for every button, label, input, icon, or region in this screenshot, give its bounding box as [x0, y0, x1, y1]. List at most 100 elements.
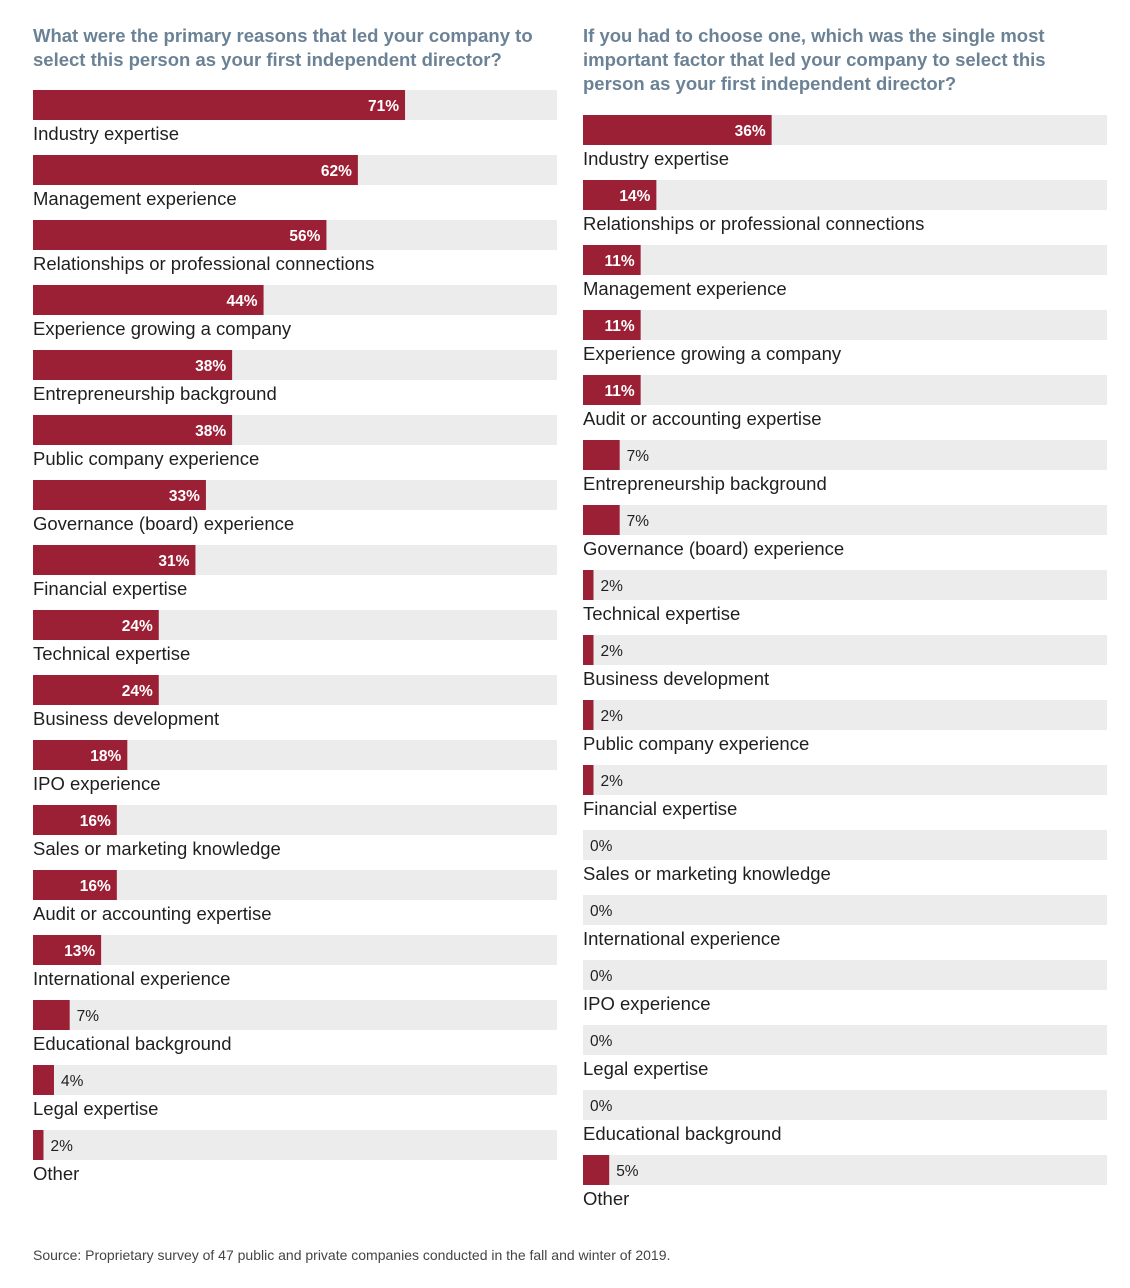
- bar-track: [583, 505, 1107, 535]
- data-label: 7%: [77, 1008, 100, 1025]
- data-label: 18%: [90, 748, 121, 765]
- bar: [33, 155, 358, 185]
- category-label: Other: [583, 1188, 629, 1209]
- bar: [33, 805, 117, 835]
- category-label: Educational background: [583, 1123, 782, 1144]
- data-label: 36%: [735, 123, 766, 140]
- bar-track: [583, 570, 1107, 600]
- bar: [33, 90, 406, 120]
- data-label: 24%: [122, 683, 153, 700]
- data-label: 2%: [600, 773, 623, 790]
- bar: [33, 1000, 70, 1030]
- category-label: Legal expertise: [33, 1098, 158, 1119]
- bar: [33, 610, 159, 640]
- data-label: 62%: [321, 163, 352, 180]
- category-label: Public company experience: [583, 733, 809, 754]
- bar-track: [583, 700, 1107, 730]
- data-label: 4%: [61, 1073, 84, 1090]
- bar: [33, 935, 102, 965]
- bar: [33, 480, 206, 510]
- data-label: 44%: [227, 293, 258, 310]
- data-label: 11%: [604, 253, 634, 270]
- bar-row: 0% International experience: [583, 895, 1107, 949]
- data-label: 14%: [619, 188, 650, 205]
- bar-row: 16% Audit or accounting expertise: [33, 870, 557, 924]
- bar-row: 16% Sales or marketing knowledge: [33, 805, 557, 859]
- bar-track: [33, 1130, 557, 1160]
- data-label: 33%: [169, 488, 200, 505]
- bar-row: 33% Governance (board) experience: [33, 480, 557, 534]
- bar-row: 7% Governance (board) experience: [583, 505, 1107, 559]
- bar: [33, 1130, 44, 1160]
- category-label: Management experience: [583, 278, 787, 299]
- bar-row: 38% Public company experience: [33, 415, 557, 469]
- bar-row: 5% Other: [583, 1155, 1107, 1209]
- bar-row: 31% Financial expertise: [33, 545, 557, 599]
- bar: [583, 1155, 610, 1185]
- bar-row: 56% Relationships or professional connect…: [33, 220, 557, 274]
- bar-track: [583, 180, 1107, 210]
- bar-track: [583, 1025, 1107, 1055]
- bar: [33, 350, 233, 380]
- category-label: Experience growing a company: [583, 343, 842, 364]
- bar-track: [583, 1090, 1107, 1120]
- bar-row: 18% IPO experience: [33, 740, 557, 794]
- category-label: Technical expertise: [583, 603, 740, 624]
- bar-chart-single-factor: 36% Industry expertise 14% Relationships or…: [583, 115, 1107, 1209]
- category-label: Industry expertise: [583, 148, 729, 169]
- bar-row: 0% Legal expertise: [583, 1025, 1107, 1079]
- bar-row: 24% Technical expertise: [33, 610, 557, 664]
- bar: [33, 220, 327, 250]
- bar-track: [33, 935, 557, 965]
- bar-track: [583, 1155, 1107, 1185]
- bar: [33, 545, 196, 575]
- bar-row: 0% Educational background: [583, 1090, 1107, 1144]
- data-label: 0%: [590, 968, 613, 985]
- category-label: Relationships or professional connection…: [583, 213, 924, 234]
- data-label: 0%: [590, 1033, 613, 1050]
- category-label: Sales or marketing knowledge: [583, 863, 831, 884]
- bar-track: [583, 830, 1107, 860]
- bar: [33, 285, 264, 315]
- bar: [583, 765, 594, 795]
- category-label: Sales or marketing knowledge: [33, 838, 281, 859]
- data-label: 13%: [64, 943, 95, 960]
- bar-row: 38% Entrepreneurship background: [33, 350, 557, 404]
- category-label: Entrepreneurship background: [583, 473, 827, 494]
- bar-row: 13% International experience: [33, 935, 557, 989]
- bar: [583, 635, 594, 665]
- bar-row: 24% Business development: [33, 675, 557, 729]
- bar: [583, 180, 657, 210]
- source-note: Source: Proprietary survey of 47 public …: [33, 1247, 671, 1263]
- bar: [33, 415, 233, 445]
- data-label: 2%: [600, 708, 623, 725]
- bar: [583, 440, 620, 470]
- data-label: 5%: [616, 1163, 639, 1180]
- bar-row: 36% Industry expertise: [583, 115, 1107, 169]
- bar-row: 11% Audit or accounting expertise: [583, 375, 1107, 429]
- bar-row: 2% Business development: [583, 635, 1107, 689]
- data-label: 2%: [600, 643, 623, 660]
- category-label: Governance (board) experience: [583, 538, 844, 559]
- bar-row: 11% Management experience: [583, 245, 1107, 299]
- category-label: IPO experience: [33, 773, 161, 794]
- bar: [583, 700, 594, 730]
- category-label: Business development: [33, 708, 219, 729]
- category-label: Technical expertise: [33, 643, 190, 664]
- bar: [33, 675, 159, 705]
- data-label: 2%: [600, 578, 623, 595]
- category-label: Management experience: [33, 188, 237, 209]
- category-label: Relationships or professional connection…: [33, 253, 374, 274]
- category-label: Entrepreneurship background: [33, 383, 277, 404]
- data-label: 2%: [50, 1138, 73, 1155]
- data-label: 0%: [590, 838, 613, 855]
- bar: [33, 870, 117, 900]
- bar-row: 7% Educational background: [33, 1000, 557, 1054]
- bar-track: [33, 1000, 557, 1030]
- bar-row: 0% IPO experience: [583, 960, 1107, 1014]
- bar-row: 2% Public company experience: [583, 700, 1107, 754]
- category-label: Governance (board) experience: [33, 513, 294, 534]
- category-label: Public company experience: [33, 448, 259, 469]
- data-label: 7%: [627, 513, 650, 530]
- category-label: Educational background: [33, 1033, 232, 1054]
